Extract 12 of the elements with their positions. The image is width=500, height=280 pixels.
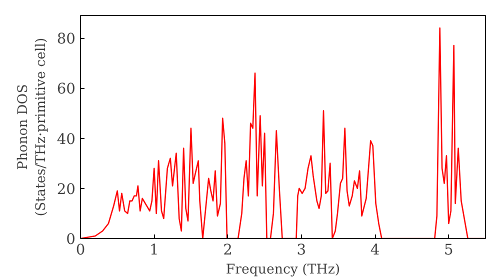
x-tick-label: 2 xyxy=(223,242,232,258)
y-tick-label: 40 xyxy=(56,130,76,148)
y-axis-title: Phonon DOS (States/THz·primitive cell) xyxy=(16,38,49,216)
y-tick-label: 60 xyxy=(56,80,76,98)
x-tick-label: 1 xyxy=(149,242,159,258)
x-axis-title: Frequency (THz) xyxy=(226,262,340,278)
y-tick-label: 80 xyxy=(56,30,76,48)
y-tick-label: 0 xyxy=(66,231,76,248)
y-tick-label: 20 xyxy=(56,180,76,198)
x-tick-label: 3 xyxy=(296,242,306,258)
x-tick-label: 4 xyxy=(370,242,380,258)
x-tick-label: 5 xyxy=(444,242,454,258)
